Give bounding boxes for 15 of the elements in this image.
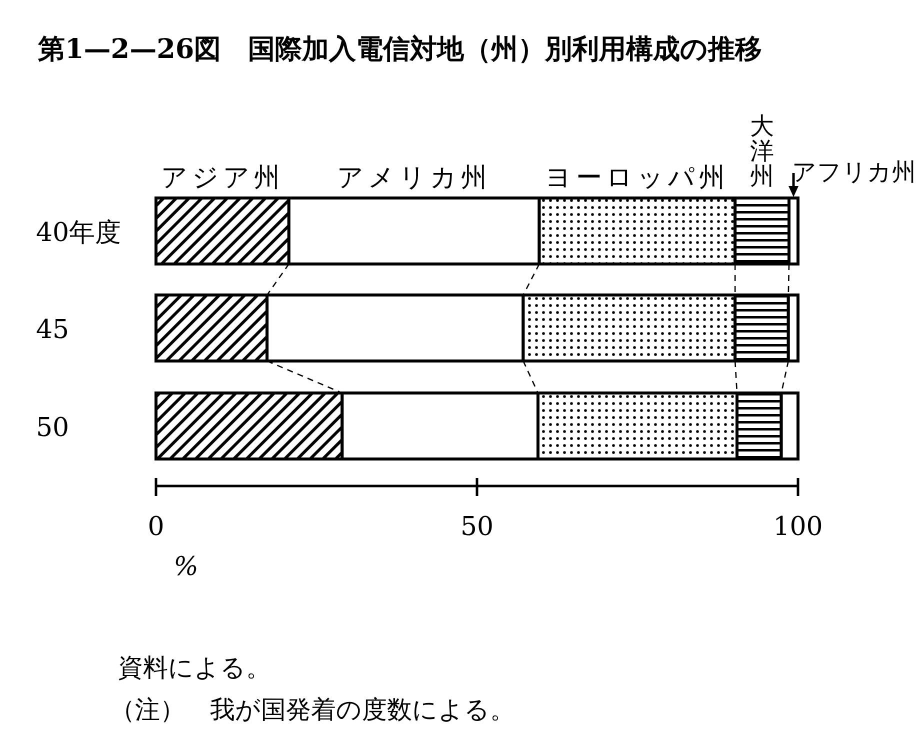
x-tick-label: 50 [460,512,494,542]
series-label: アジア州 [160,163,284,193]
text: 資料による。 [118,653,271,682]
series-label: ヨーロッパ州 [545,163,730,193]
series-label: 大洋州 [750,112,774,190]
text: （注） 我が国発着の度数による。 [110,695,515,724]
series-label: アメリカ州 [337,163,492,193]
y-tick-label: 40年度 [36,218,122,248]
y-tick-label: 50 [36,413,70,443]
x-tick-label: 100 [773,512,823,542]
x-tick-label: 0 [148,512,164,542]
y-tick-label: 45 [36,315,70,345]
legend-label: アフリカ州 [792,158,916,186]
chart-title: 第1—2—26図 国際加入電信対地（州）別利用構成の推移 [37,34,762,65]
x-axis-title: % [174,552,198,582]
